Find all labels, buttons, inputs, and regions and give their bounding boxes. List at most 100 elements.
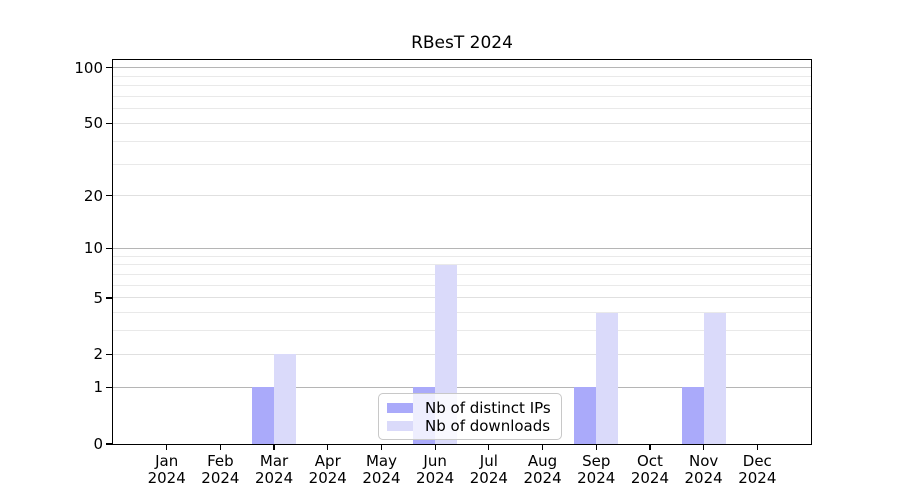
y-tick-mark-10 <box>105 247 112 250</box>
x-tick-month: May <box>365 451 397 470</box>
x-tick-label-mar: Mar 2024 <box>234 451 314 487</box>
x-tick-month: Apr <box>314 451 341 470</box>
x-tick-year: 2024 <box>362 468 401 487</box>
x-tick-label-apr: Apr 2024 <box>288 451 368 487</box>
x-tick-month: Dec <box>742 451 772 470</box>
x-tick-label-feb: Feb 2024 <box>180 451 260 487</box>
x-tick-mark-nov <box>702 445 705 451</box>
x-tick-label-may: May 2024 <box>341 451 421 487</box>
y-tick-mark-2 <box>105 353 112 356</box>
legend-entry: Nb of distinct IPs <box>387 399 553 417</box>
y-tick-label-10: 10 <box>83 239 103 258</box>
gridline-100 <box>113 67 811 69</box>
y-tick-label-5: 5 <box>93 288 103 307</box>
legend: Nb of distinct IPs Nb of downloads <box>378 393 562 440</box>
legend-swatch-icon <box>387 402 413 414</box>
x-tick-year: 2024 <box>308 468 347 487</box>
gridline-60 <box>113 108 811 110</box>
x-tick-month: Jun <box>423 451 447 470</box>
gridline-2 <box>113 353 811 355</box>
x-tick-year: 2024 <box>416 468 455 487</box>
x-tick-year: 2024 <box>684 468 723 487</box>
gridline-7 <box>113 273 811 275</box>
gridline-80 <box>113 85 811 87</box>
y-tick-label-1: 1 <box>93 378 103 397</box>
gridline-20 <box>113 195 811 197</box>
x-tick-label-dec: Dec 2024 <box>717 451 797 487</box>
bar-nb-of-downloads-sep <box>596 312 619 444</box>
gridline-5 <box>113 297 811 299</box>
spine-bottom <box>111 444 813 446</box>
x-tick-label-oct: Oct 2024 <box>610 451 690 487</box>
x-tick-mark-jul <box>488 445 490 451</box>
bar-nb-of-distinct-ips-sep <box>574 387 597 444</box>
x-tick-mark-aug <box>541 445 544 451</box>
x-tick-year: 2024 <box>630 468 670 487</box>
gridline-30 <box>113 163 811 165</box>
x-tick-month: Nov <box>688 451 719 470</box>
gridline-9 <box>113 255 811 257</box>
y-tick-label-100: 100 <box>74 58 103 77</box>
x-tick-year: 2024 <box>254 468 294 487</box>
x-tick-mark-feb <box>219 445 222 451</box>
x-tick-month: Jul <box>479 451 498 470</box>
x-tick-mark-jan <box>166 445 168 451</box>
x-tick-label-jul: Jul 2024 <box>449 451 529 487</box>
gridline-70 <box>113 95 811 97</box>
x-tick-year: 2024 <box>201 468 240 487</box>
y-tick-mark-5 <box>105 297 112 299</box>
x-tick-mark-jun <box>434 445 436 451</box>
x-tick-mark-dec <box>756 445 758 451</box>
x-tick-month: Feb <box>207 451 234 470</box>
legend-entry: Nb of downloads <box>387 417 553 435</box>
spine-left <box>111 58 114 446</box>
gridline-50 <box>113 122 811 124</box>
x-tick-month: Aug <box>527 451 558 470</box>
x-tick-mark-may <box>380 445 383 451</box>
legend-entry-label: Nb of downloads <box>425 417 551 435</box>
y-tick-label-2: 2 <box>93 345 103 364</box>
spine-right <box>811 58 813 446</box>
gridline-1 <box>113 386 811 389</box>
bar-nb-of-distinct-ips-mar <box>252 387 275 444</box>
x-tick-mark-sep <box>595 445 597 451</box>
bar-nb-of-downloads-nov <box>703 312 726 444</box>
gridline-6 <box>113 284 811 286</box>
y-tick-mark-20 <box>105 195 112 197</box>
bar-nb-of-downloads-mar <box>274 354 297 444</box>
chart-title: RBesT 2024 <box>411 33 513 53</box>
x-tick-mark-mar <box>273 445 275 451</box>
y-tick-label-20: 20 <box>83 186 103 205</box>
y-tick-mark-0 <box>105 443 112 445</box>
y-tick-mark-50 <box>105 122 112 125</box>
y-tick-label-50: 50 <box>83 114 103 133</box>
x-tick-month: Sep <box>582 451 611 470</box>
gridline-10 <box>113 247 811 250</box>
x-tick-year: 2024 <box>469 468 508 487</box>
gridline-4 <box>113 312 811 314</box>
legend-swatch-icon <box>387 420 413 432</box>
x-tick-year: 2024 <box>738 468 777 487</box>
gridline-8 <box>113 264 811 266</box>
x-tick-year: 2024 <box>147 468 186 487</box>
x-tick-label-jun: Jun 2024 <box>395 451 475 487</box>
y-tick-label-0: 0 <box>93 435 103 453</box>
y-tick-mark-1 <box>105 386 112 389</box>
x-tick-label-nov: Nov 2024 <box>664 451 744 487</box>
gridline-3 <box>113 330 811 332</box>
x-tick-mark-apr <box>327 445 329 451</box>
plot-area: Nb of distinct IPs Nb of downloads <box>113 60 811 444</box>
spine-top <box>111 58 813 60</box>
gridline-90 <box>113 75 811 77</box>
x-tick-label-sep: Sep 2024 <box>556 451 636 487</box>
x-tick-year: 2024 <box>577 468 616 487</box>
y-tick-mark-100 <box>105 67 112 69</box>
x-tick-month: Mar <box>259 451 289 470</box>
gridlines-layer <box>113 60 811 444</box>
x-tick-label-jan: Jan 2024 <box>127 452 207 487</box>
x-tick-month: Oct <box>636 451 663 470</box>
x-tick-label-aug: Aug 2024 <box>503 451 583 487</box>
gridline-40 <box>113 140 811 142</box>
